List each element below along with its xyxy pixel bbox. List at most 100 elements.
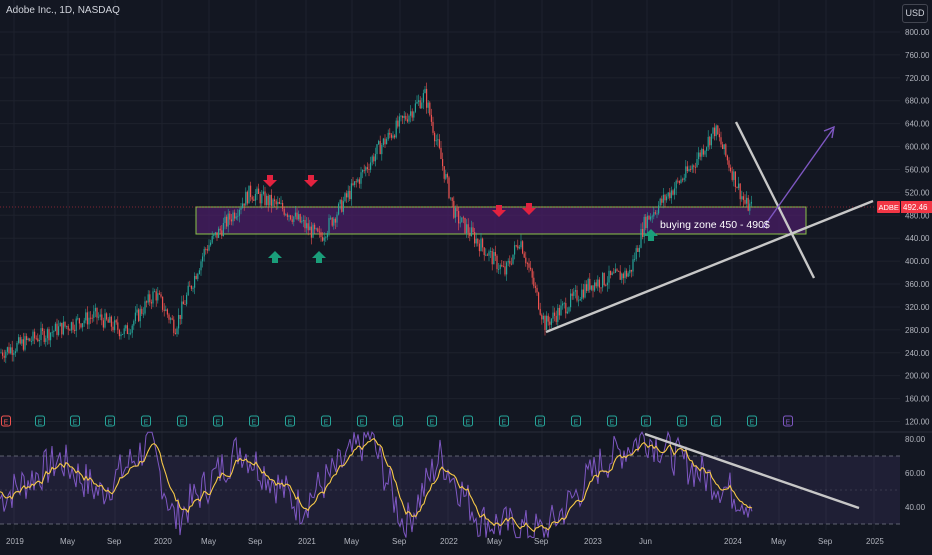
candle-body xyxy=(456,208,458,212)
earnings-marker[interactable]: E xyxy=(463,415,473,427)
candle-body xyxy=(717,125,719,135)
candle-body xyxy=(210,242,212,246)
earnings-marker-box xyxy=(783,415,793,427)
candle-body xyxy=(517,245,519,249)
earnings-marker[interactable]: E xyxy=(783,415,793,427)
support-trendline[interactable] xyxy=(545,199,874,334)
earnings-marker[interactable]: E xyxy=(249,415,259,427)
candle-body xyxy=(298,214,300,220)
rsi-axis[interactable]: 80.00 60.00 40.00 xyxy=(905,435,926,512)
candle-body xyxy=(611,272,613,276)
earnings-marker[interactable]: E xyxy=(177,415,187,427)
time-tick: Sep xyxy=(392,537,407,546)
candle-body xyxy=(134,312,136,322)
candle-body xyxy=(344,193,346,202)
candle-body xyxy=(144,301,146,314)
candle-body xyxy=(640,228,642,248)
candle-body xyxy=(381,144,383,155)
candle-body xyxy=(6,347,8,352)
candle-body xyxy=(459,222,461,224)
candle-body xyxy=(365,167,367,171)
candle-body xyxy=(94,307,96,312)
candle-body xyxy=(602,272,604,288)
candle-body xyxy=(112,326,114,331)
candle-body xyxy=(512,254,514,264)
candle-body xyxy=(182,301,184,305)
candle-body xyxy=(658,205,660,214)
candle-body xyxy=(243,203,245,206)
candle-body xyxy=(630,269,632,272)
earnings-marker[interactable]: E xyxy=(535,415,545,427)
currency-button[interactable]: USD xyxy=(902,4,928,23)
candle-body xyxy=(597,279,599,287)
candle-body xyxy=(618,270,620,272)
earnings-marker[interactable]: E xyxy=(213,415,223,427)
time-axis[interactable]: 2019 May Sep 2020 May Sep 2021 May Sep 2022 May Sep… xyxy=(6,537,884,546)
candle-body xyxy=(432,121,434,133)
candle-body xyxy=(296,212,298,220)
candle-body xyxy=(730,167,732,172)
candle-body xyxy=(427,102,429,108)
candle-body xyxy=(648,215,650,220)
candle-body xyxy=(528,263,530,268)
last-symbol: ADBE xyxy=(879,203,899,212)
earnings-marker[interactable]: E xyxy=(747,415,757,427)
trendlines[interactable] xyxy=(545,121,874,334)
candle-body xyxy=(581,289,583,300)
candle-body xyxy=(336,214,338,223)
earnings-marker-box xyxy=(35,415,45,427)
candle-body xyxy=(600,287,602,289)
candle-body xyxy=(419,100,421,109)
earnings-marker[interactable]: E xyxy=(641,415,651,427)
earnings-marker[interactable]: E xyxy=(711,415,721,427)
candle-body xyxy=(192,287,194,289)
earnings-marker[interactable]: E xyxy=(427,415,437,427)
earnings-marker[interactable]: E xyxy=(393,415,403,427)
earnings-marker-box xyxy=(393,415,403,427)
earnings-marker[interactable]: E xyxy=(499,415,509,427)
candle-body xyxy=(238,209,240,216)
candle-body xyxy=(162,296,164,310)
price-tick: 480.00 xyxy=(905,211,930,220)
earnings-marker[interactable]: E xyxy=(677,415,687,427)
earnings-marker[interactable]: E xyxy=(357,415,367,427)
candle-body xyxy=(606,282,608,286)
candle-body xyxy=(357,179,359,182)
earnings-marker[interactable]: E xyxy=(571,415,581,427)
candle-body xyxy=(429,102,431,115)
candle-body xyxy=(213,234,215,237)
earnings-marker[interactable]: E xyxy=(607,415,617,427)
price-tick: 280.00 xyxy=(905,326,930,335)
earnings-marker-label: E xyxy=(396,420,401,427)
earnings-marker-box xyxy=(285,415,295,427)
earnings-marker[interactable]: E xyxy=(70,415,80,427)
candle-body xyxy=(674,188,676,195)
candle-body xyxy=(739,183,741,200)
candle-body xyxy=(499,264,501,270)
candle-body xyxy=(518,247,520,249)
candle-body xyxy=(664,194,666,201)
candle-body xyxy=(478,243,480,252)
candle-body xyxy=(469,232,471,237)
candle-body xyxy=(205,248,207,250)
earnings-marker[interactable]: E xyxy=(141,415,151,427)
candle-body xyxy=(317,228,319,232)
resistance-trendline[interactable] xyxy=(734,121,816,279)
candle-body xyxy=(549,321,551,325)
candle-body xyxy=(693,165,695,167)
earnings-marker[interactable]: E xyxy=(285,415,295,427)
candle-body xyxy=(526,263,528,264)
candle-body xyxy=(750,201,752,204)
earnings-marker[interactable]: E xyxy=(105,415,115,427)
earnings-marker[interactable]: E xyxy=(321,415,331,427)
price-axis[interactable]: 800.00 760.00 720.00 680.00 640.00 600.00 560.… xyxy=(905,28,930,427)
earnings-marker[interactable]: E xyxy=(35,415,45,427)
projection-arrow[interactable] xyxy=(762,128,834,229)
rsi-trendline[interactable] xyxy=(644,432,860,510)
price-tick: 120.00 xyxy=(905,418,930,427)
earnings-marker[interactable]: E xyxy=(1,415,11,427)
time-tick: May xyxy=(771,537,786,546)
